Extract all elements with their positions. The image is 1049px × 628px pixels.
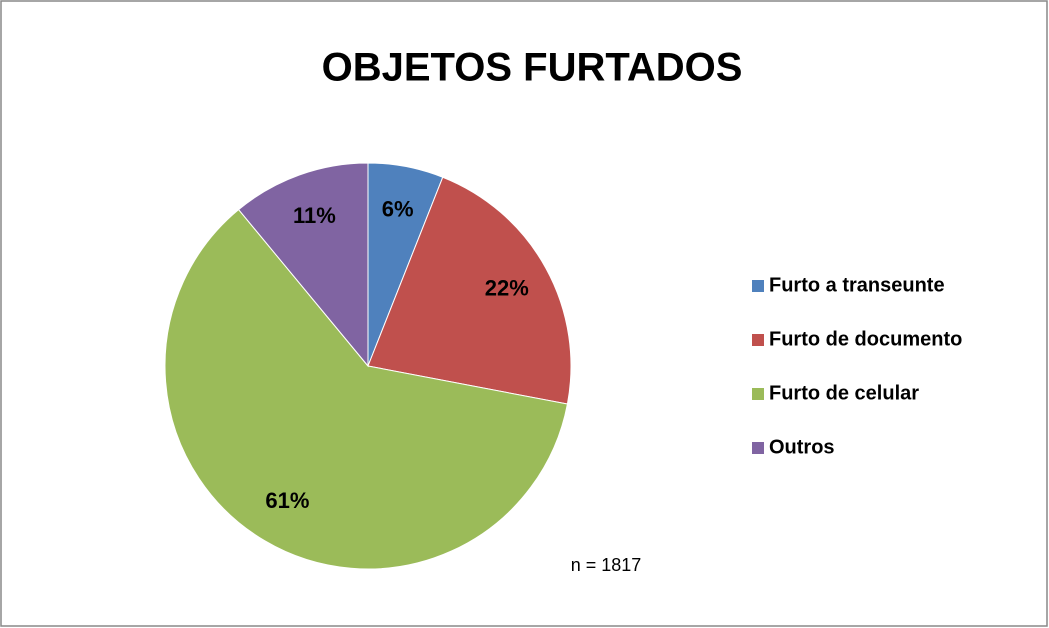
legend-label: Outros (769, 436, 835, 458)
annotation: n = 1817 (571, 555, 642, 575)
legend-swatch (752, 334, 764, 346)
legend-swatch (752, 388, 764, 400)
pie-slice (367, 176, 572, 405)
chart-title: OBJETOS FURTADOS (322, 46, 743, 90)
data-label: 22% (485, 276, 529, 301)
legend-label: Furto de celular (769, 382, 919, 404)
data-label: 6% (382, 196, 414, 221)
legend-label: Furto a transeunte (769, 274, 945, 296)
data-label: 11% (293, 203, 336, 228)
legend-label: Furto de documento (769, 328, 962, 350)
pie-slice (164, 208, 568, 570)
legend-swatch (752, 280, 764, 292)
data-label: 61% (265, 488, 309, 513)
legend-swatch (752, 442, 764, 454)
pie-slice (237, 162, 369, 368)
